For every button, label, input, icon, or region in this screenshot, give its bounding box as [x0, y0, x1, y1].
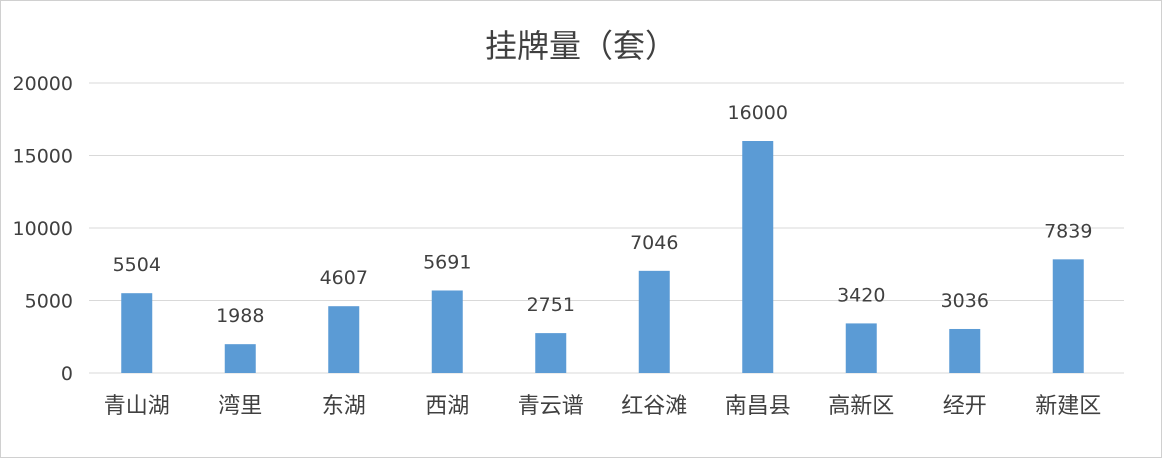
x-category-label: 湾里: [218, 394, 262, 419]
x-category-label: 东湖: [322, 394, 366, 419]
x-category-label: 新建区: [1035, 394, 1101, 419]
data-label: 1988: [216, 305, 264, 327]
x-category-label: 青山湖: [104, 394, 170, 419]
data-label: 3420: [837, 284, 885, 306]
bar: [845, 323, 877, 373]
x-category-label: 青云谱: [518, 394, 584, 419]
data-label: 16000: [728, 102, 788, 124]
x-category-label: 红谷滩: [621, 394, 687, 419]
data-label: 7046: [630, 232, 678, 254]
data-label: 5691: [423, 251, 471, 273]
data-label: 5504: [113, 254, 161, 276]
y-tick-label: 0: [61, 363, 73, 385]
bar: [328, 306, 360, 373]
bar: [431, 290, 463, 373]
x-category-label: 经开: [943, 394, 987, 419]
bar: [1052, 259, 1084, 373]
data-label: 3036: [941, 290, 989, 312]
data-label: 4607: [320, 267, 368, 289]
bar: [535, 333, 567, 373]
y-tick-label: 20000: [13, 73, 73, 95]
y-tick-label: 10000: [13, 218, 73, 240]
data-label: 2751: [527, 294, 575, 316]
bar: [742, 141, 774, 373]
bar: [638, 270, 670, 373]
bar: [949, 328, 981, 373]
x-category-label: 西湖: [425, 394, 469, 419]
x-category-label: 高新区: [828, 394, 894, 419]
bar: [224, 344, 256, 373]
y-tick-label: 15000: [13, 146, 73, 168]
data-label: 7839: [1044, 220, 1092, 242]
bar: [121, 293, 153, 373]
chart-title: 挂牌量（套）: [485, 27, 677, 65]
x-category-label: 南昌县: [725, 394, 791, 419]
y-tick-label: 5000: [25, 291, 73, 313]
